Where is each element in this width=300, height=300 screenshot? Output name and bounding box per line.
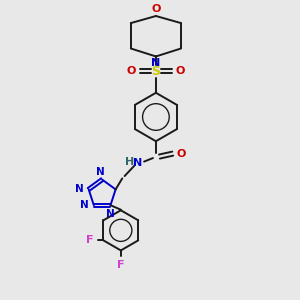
Text: N: N bbox=[80, 200, 88, 210]
Text: N: N bbox=[151, 58, 160, 68]
Text: O: O bbox=[177, 148, 186, 159]
Text: N: N bbox=[133, 158, 142, 168]
Text: O: O bbox=[151, 4, 160, 14]
Text: F: F bbox=[86, 236, 93, 245]
Text: F: F bbox=[117, 260, 124, 271]
Text: N: N bbox=[96, 167, 105, 177]
Text: O: O bbox=[127, 66, 136, 76]
Text: N: N bbox=[106, 209, 115, 219]
Text: S: S bbox=[152, 65, 160, 78]
Text: H: H bbox=[125, 158, 134, 167]
Text: O: O bbox=[176, 66, 185, 76]
Text: N: N bbox=[75, 184, 83, 194]
